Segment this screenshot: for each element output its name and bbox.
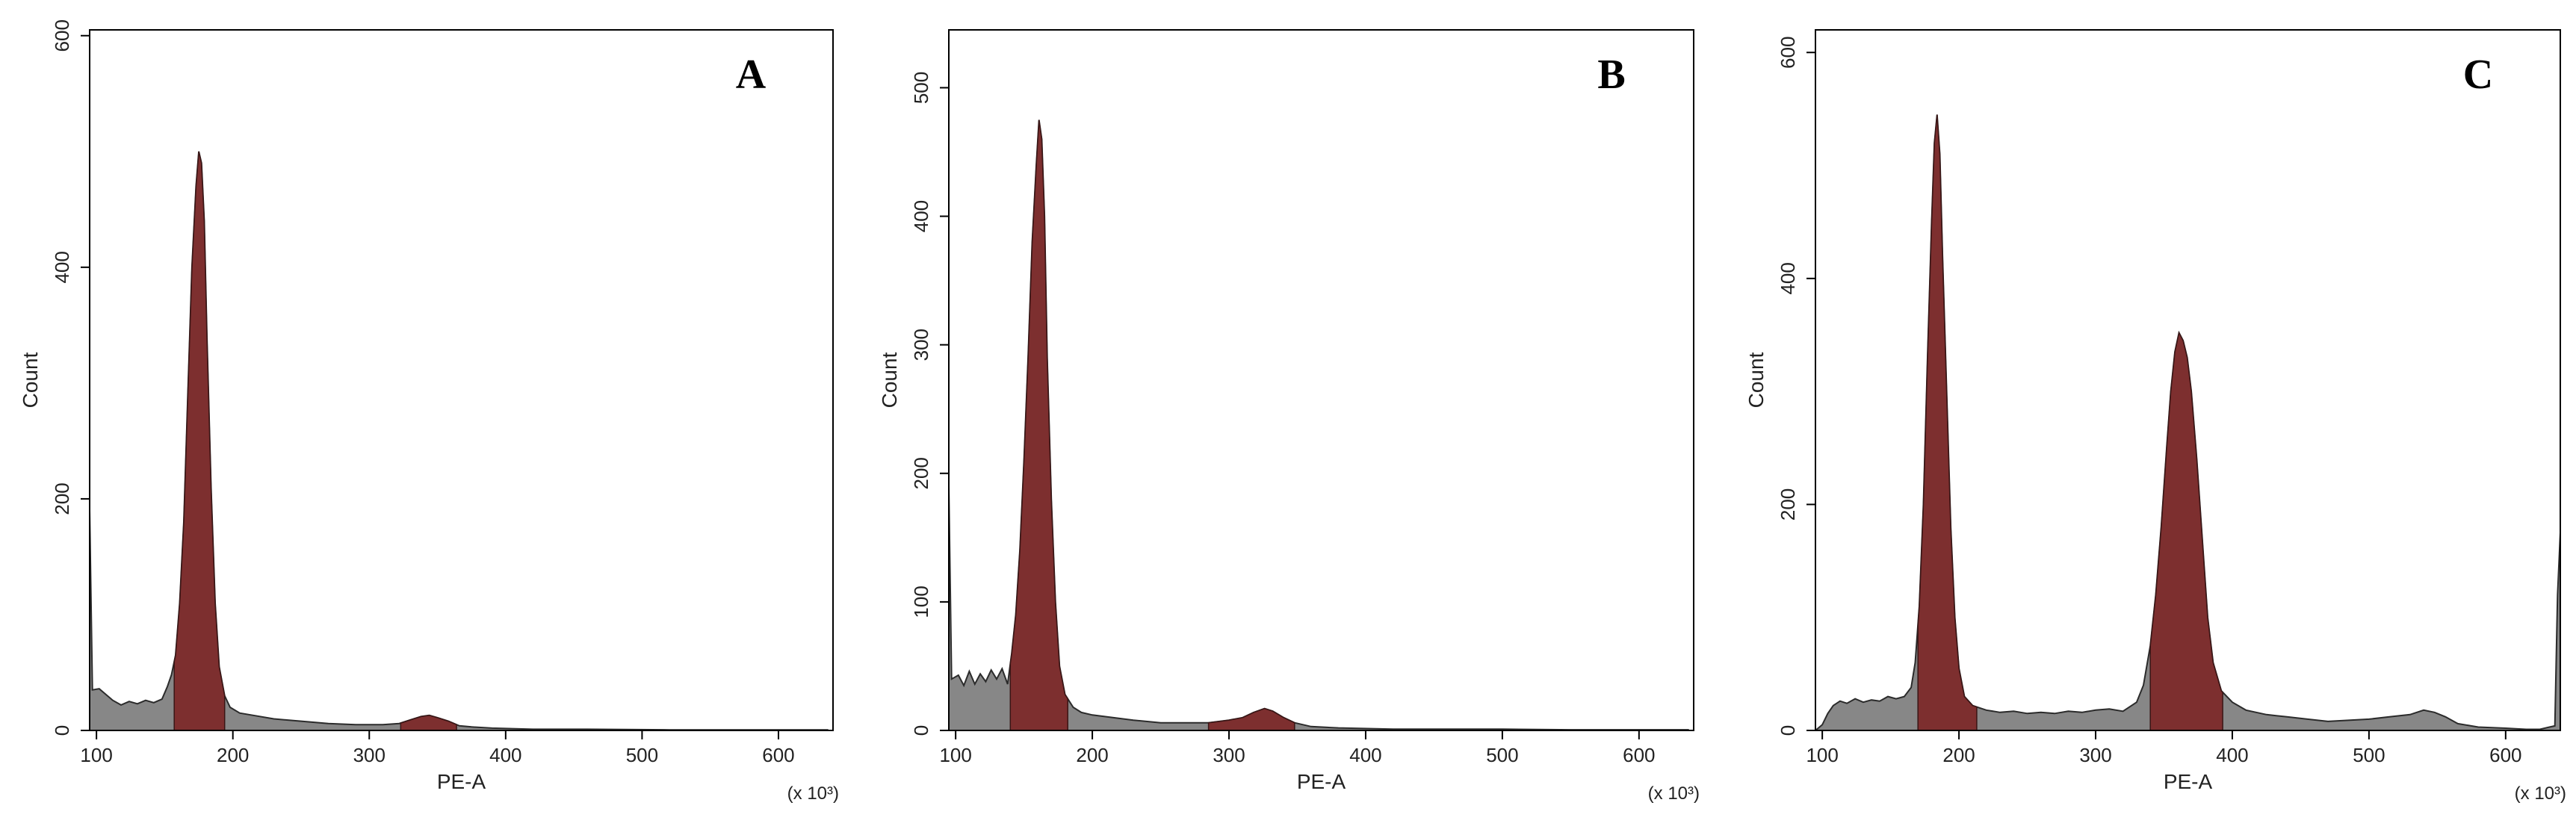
- panel-b-plot-frame: [948, 29, 1694, 731]
- panel-b-gate-1: [1009, 119, 1068, 731]
- panel-a-y-tick-label: 400: [51, 251, 73, 283]
- panel-c-letter: C: [2463, 52, 2493, 98]
- panel-b-x-tick-label: 200: [1076, 744, 1108, 766]
- panel-c-gate-1: [1917, 114, 1978, 731]
- panel-b-y-tick-label: 400: [910, 200, 932, 232]
- panel-b-x-tick-label: 600: [1623, 744, 1655, 766]
- panel-a-x-tick-label: 100: [80, 744, 112, 766]
- panel-b-y-tick-label: 0: [910, 725, 932, 736]
- panel-c-x-axis-label: PE-A: [2164, 770, 2213, 793]
- panel-c-gate-2: [2149, 331, 2223, 731]
- panel-b-x-multiplier: (x 10³): [1648, 783, 1700, 804]
- panel-c-x-tick-label: 300: [2079, 744, 2111, 766]
- panel-b-y-axis-label: Count: [878, 352, 901, 408]
- panel-a-gate-1: [173, 151, 226, 731]
- panel-b-letter: B: [1597, 52, 1625, 98]
- panel-c-y-tick-label: 200: [1777, 488, 1799, 521]
- panel-b-x-tick-label: 100: [939, 744, 971, 766]
- panel-a-x-tick-label: 500: [626, 744, 658, 766]
- panel-c: 100 200 300 400 500 600 0 200 400 600 PE-A Count (x …: [1744, 29, 2566, 804]
- panel-c-y-tick-label: 400: [1777, 262, 1799, 294]
- panel-a-plot-frame: [89, 29, 834, 731]
- panel-c-plot-frame: [1815, 29, 2561, 731]
- panel-a-x-tick-label: 600: [762, 744, 794, 766]
- panel-c-y-tick-label: 0: [1777, 725, 1799, 736]
- panel-a-x-tick-label: 200: [217, 744, 249, 766]
- panel-c-x-tick-label: 600: [2489, 744, 2521, 766]
- panel-b-x-tick-label: 400: [1349, 744, 1381, 766]
- panel-b-histogram: [948, 119, 1689, 731]
- panel-a: 100 200 300 400 500 600 0 200 400 600 PE-A Count (x …: [19, 19, 839, 804]
- panel-c-x-multiplier: (x 10³): [2515, 783, 2566, 804]
- panel-a-x-tick-label: 400: [489, 744, 521, 766]
- panel-b: 100 200 300 400 500 600 0 100 200 300 400 500 PE-A Co…: [878, 29, 1700, 804]
- panel-b-y-tick-label: 200: [910, 457, 932, 489]
- panel-c-y-tick-label: 600: [1777, 37, 1799, 69]
- panel-a-y-tick-label: 600: [51, 19, 73, 52]
- panel-a-y-axis-label: Count: [19, 352, 42, 408]
- panel-c-x-tick-label: 100: [1806, 744, 1838, 766]
- panel-a-x-axis-label: PE-A: [437, 770, 486, 793]
- panel-b-y-tick-label: 300: [910, 329, 932, 361]
- panel-a-letter: A: [736, 52, 767, 98]
- panel-c-x-tick-label: 200: [1942, 744, 1975, 766]
- panel-a-x-multiplier: (x 10³): [787, 783, 839, 804]
- panel-c-x-tick-label: 500: [2353, 744, 2385, 766]
- panel-b-y-tick-label: 500: [910, 72, 932, 104]
- panel-c-y-axis-label: Count: [1744, 352, 1768, 408]
- panel-c-x-tick-label: 400: [2216, 744, 2248, 766]
- panel-a-y-tick-label: 200: [51, 482, 73, 515]
- panel-b-gate-2: [1207, 707, 1295, 731]
- panel-a-y-tick-label: 0: [51, 725, 73, 736]
- panel-b-y-tick-label: 100: [910, 586, 932, 618]
- panel-b-x-tick-label: 300: [1213, 744, 1245, 766]
- panel-b-x-axis-label: PE-A: [1297, 770, 1346, 793]
- panel-a-x-tick-label: 300: [353, 744, 386, 766]
- panel-b-x-tick-label: 500: [1486, 744, 1518, 766]
- panel-a-gate-2: [400, 715, 457, 731]
